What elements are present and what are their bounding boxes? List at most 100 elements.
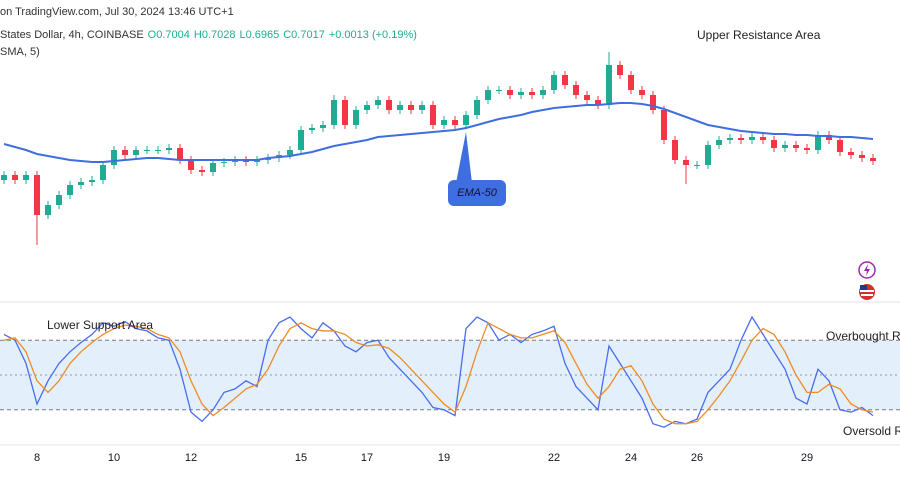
candle-body xyxy=(122,150,128,155)
candle-body xyxy=(408,105,414,110)
candle-body xyxy=(705,145,711,165)
x-tick-label: 8 xyxy=(34,452,40,464)
candle-body xyxy=(67,185,73,195)
candle-body xyxy=(45,205,51,215)
candle-body xyxy=(672,140,678,160)
candle-body xyxy=(309,128,315,130)
candle-body xyxy=(507,90,513,95)
candle-body xyxy=(562,75,568,85)
candle-body xyxy=(584,95,590,100)
ohlc-high: H0.7028 xyxy=(194,29,236,41)
candle-body xyxy=(298,130,304,150)
candle-body xyxy=(639,90,645,95)
flag-stripe[interactable] xyxy=(860,290,874,292)
oscillator-line xyxy=(3,315,874,428)
candle-body xyxy=(177,148,183,160)
candle-body xyxy=(573,85,579,95)
candle-body xyxy=(551,75,557,90)
candle-body xyxy=(804,148,810,150)
candle-body xyxy=(870,158,876,161)
callout-box xyxy=(448,180,506,206)
candle-body xyxy=(331,100,337,125)
callout-pointer xyxy=(456,132,472,183)
flag-icon[interactable] xyxy=(859,284,875,300)
candle-body xyxy=(628,75,634,90)
candle-body xyxy=(419,105,425,110)
candle-body xyxy=(100,165,106,180)
candle-body xyxy=(661,110,667,140)
candle-body xyxy=(848,152,854,155)
candle-body xyxy=(518,92,524,95)
candle-body xyxy=(34,175,40,215)
candle-body xyxy=(793,145,799,148)
candle-body xyxy=(815,135,821,150)
candle-body xyxy=(430,105,436,125)
support-annotation: Lower Support Area xyxy=(47,318,153,332)
x-tick-label: 19 xyxy=(438,452,450,464)
flag-canton[interactable] xyxy=(860,285,867,290)
x-tick-label: 12 xyxy=(185,452,197,464)
ohlc-low: L0.6965 xyxy=(239,29,279,41)
candle-body xyxy=(23,175,29,180)
candle-body xyxy=(386,100,392,110)
x-tick-label: 10 xyxy=(108,452,120,464)
indicator-line: SMA, 5) xyxy=(0,46,40,58)
alert-icon[interactable] xyxy=(858,261,876,279)
oversold-annotation: Oversold R xyxy=(843,424,900,438)
candle-body xyxy=(837,140,843,152)
candle-body xyxy=(397,105,403,110)
candle-body xyxy=(650,95,656,110)
candle-body xyxy=(155,150,161,151)
candle-body xyxy=(221,162,227,163)
candle-body xyxy=(859,155,865,158)
candle-body xyxy=(89,180,95,182)
candle-body xyxy=(540,90,546,95)
overbought-annotation: Overbought R xyxy=(826,329,900,343)
ema-line xyxy=(3,102,874,163)
candle-body xyxy=(474,100,480,115)
candle-body xyxy=(287,150,293,155)
candle-body xyxy=(210,163,216,172)
candle-body xyxy=(452,120,458,125)
candle-body xyxy=(529,92,535,95)
source-line: on TradingView.com, Jul 30, 2024 13:46 U… xyxy=(0,6,234,18)
symbol-line: States Dollar, 4h, COINBASE O0.7004 H0.702… xyxy=(0,29,417,41)
candle-body xyxy=(342,100,348,125)
candle-body xyxy=(375,100,381,105)
candle-body xyxy=(1,175,7,180)
ohlc-change: +0.0013 (+0.19%) xyxy=(329,29,417,41)
symbol: States Dollar, 4h, COINBASE xyxy=(0,29,144,41)
candle-body xyxy=(749,137,755,140)
candle-body xyxy=(617,65,623,75)
candle-body xyxy=(441,120,447,125)
candle-body xyxy=(56,195,62,205)
candle-body xyxy=(606,65,612,105)
candle-body xyxy=(12,175,18,180)
candle-body xyxy=(694,165,700,166)
layers: 8 10 12 15 17 19 22 24 26 29 EMA-50 xyxy=(0,52,900,464)
candle-body xyxy=(199,170,205,172)
x-tick-label: 15 xyxy=(295,452,307,464)
candle-body xyxy=(364,105,370,110)
candle-body xyxy=(133,150,139,155)
candle-body xyxy=(716,140,722,145)
candle-body xyxy=(595,100,601,105)
x-tick-label: 24 xyxy=(625,452,637,464)
candle-body xyxy=(738,138,744,140)
candle-body xyxy=(111,150,117,165)
candle-body xyxy=(826,135,832,140)
flag-stripe[interactable] xyxy=(861,294,873,296)
candle-body xyxy=(683,160,689,165)
candle-body xyxy=(320,125,326,128)
candle-body xyxy=(727,138,733,140)
x-tick-label: 17 xyxy=(361,452,373,464)
alert-bolt[interactable] xyxy=(864,264,870,276)
ohlc-open: O0.7004 xyxy=(148,29,190,41)
candle-body xyxy=(463,115,469,125)
candle-body xyxy=(144,150,150,151)
candle-body xyxy=(760,137,766,140)
candle-body xyxy=(782,145,788,148)
resistance-annotation: Upper Resistance Area xyxy=(697,28,821,42)
candle-body xyxy=(78,182,84,185)
